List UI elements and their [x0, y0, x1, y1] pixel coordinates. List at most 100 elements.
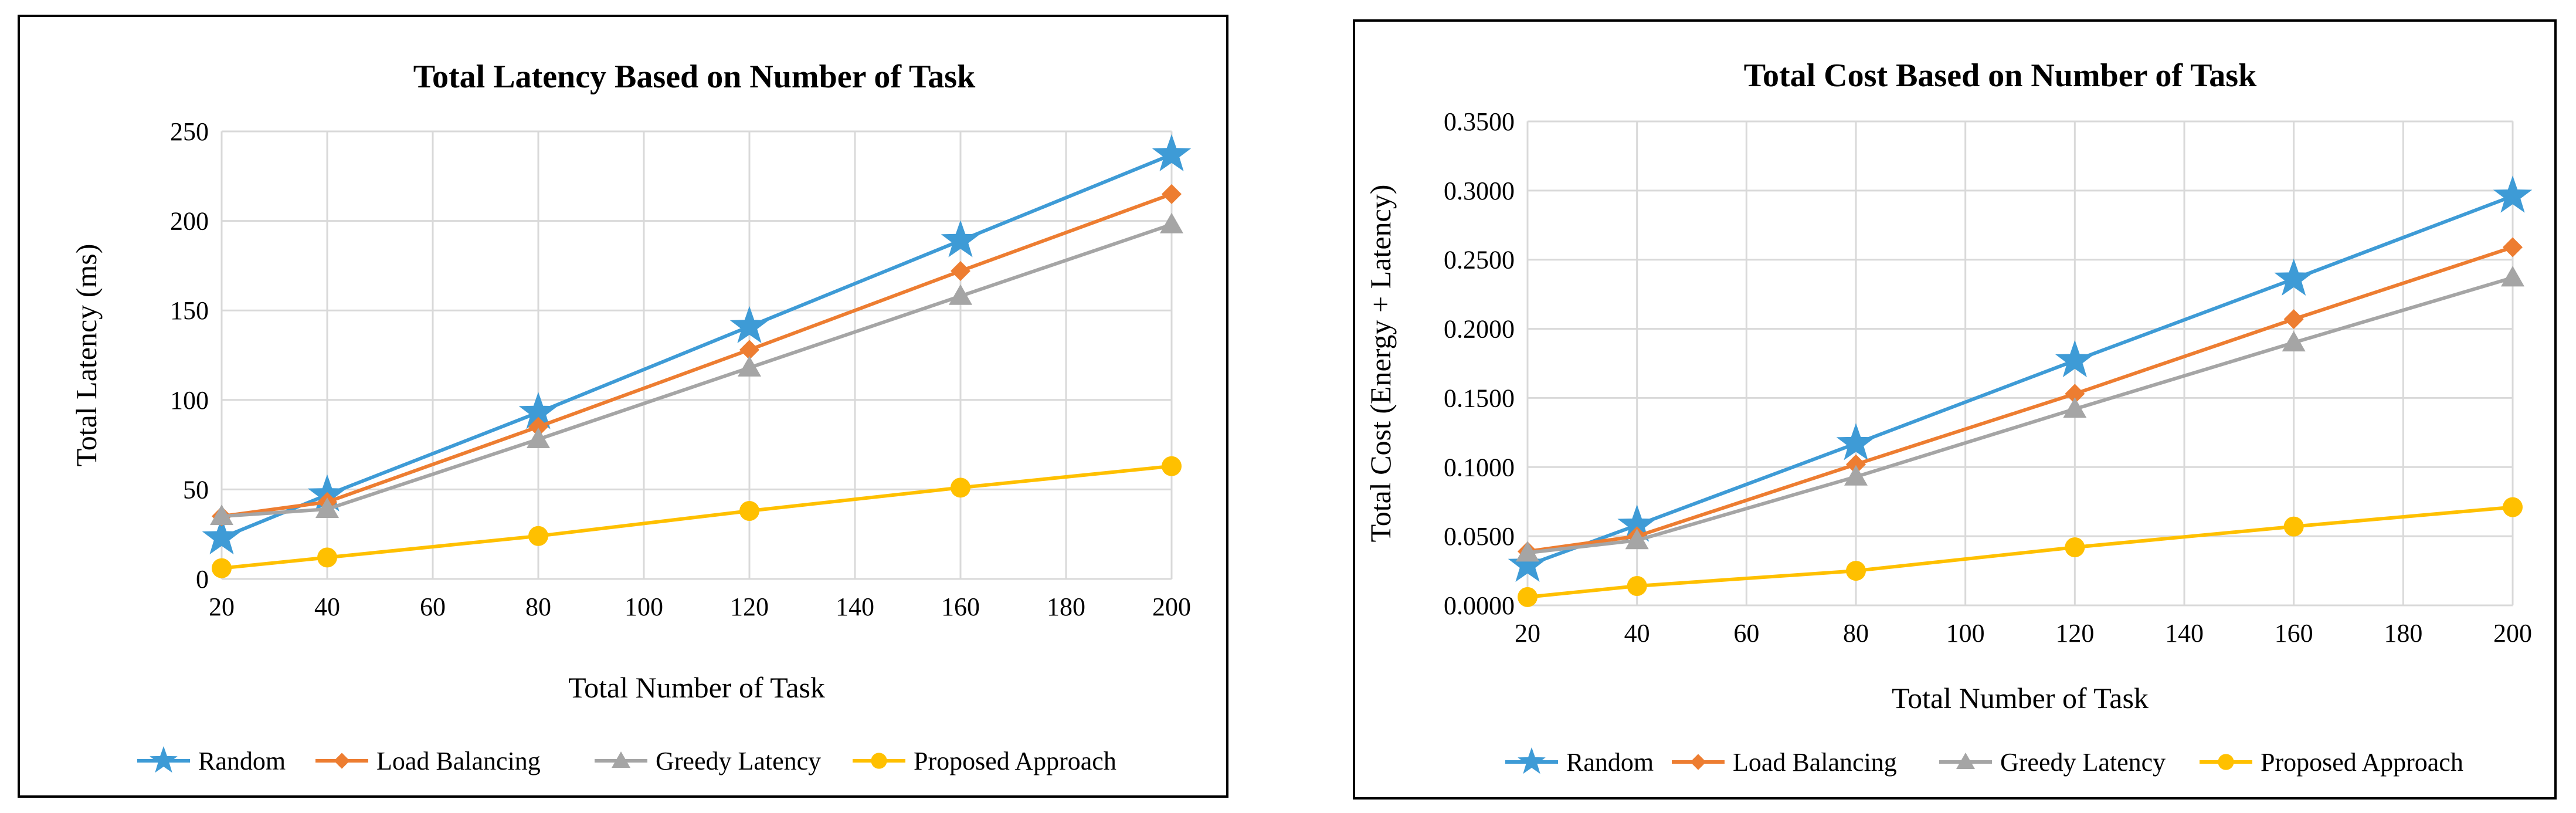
- data-point-proposed-approach: [1846, 561, 1866, 581]
- x-tick-label: 80: [525, 592, 551, 621]
- data-point-random: [1152, 134, 1192, 171]
- x-tick-label: 120: [2055, 619, 2094, 648]
- data-point-greedy-latency: [1844, 465, 1868, 486]
- data-point-random: [1508, 544, 1547, 582]
- data-point-proposed-approach: [951, 477, 970, 498]
- y-tick-label: 0.3500: [1444, 107, 1515, 136]
- legend-label: Greedy Latency: [656, 747, 821, 775]
- legend-label: Greedy Latency: [2000, 748, 2166, 777]
- x-tick-label: 120: [730, 592, 769, 621]
- data-point-load-balancing: [2065, 384, 2085, 404]
- y-axis-label: Total Cost (Energy + Latency): [1364, 185, 1397, 543]
- data-point-load-balancing: [951, 261, 970, 282]
- data-point-load-balancing: [2503, 237, 2523, 258]
- series-line-proposed-approach: [1527, 505, 2513, 599]
- x-tick-label: 100: [625, 592, 663, 621]
- data-point-random: [729, 306, 769, 343]
- chart-title: Total Latency Based on Number of Task: [413, 59, 976, 95]
- series-line-proposed-approach: [221, 464, 1172, 570]
- legend-marker: [871, 753, 887, 769]
- data-point-random: [202, 517, 242, 555]
- data-point-greedy-latency: [527, 427, 550, 448]
- data-point-greedy-latency: [1625, 529, 1649, 550]
- cost-chart: Total Cost Based on Number of Task 0.0000…: [1353, 19, 2557, 800]
- legend-label: Random: [1566, 748, 1654, 777]
- data-point-greedy-latency: [2282, 331, 2306, 352]
- legend-label: Load Balancing: [376, 747, 541, 775]
- legend-marker: [1956, 753, 1975, 769]
- x-tick-label: 160: [2275, 619, 2313, 648]
- data-point-greedy-latency: [949, 284, 972, 305]
- x-tick-label: 140: [2165, 619, 2204, 648]
- data-point-load-balancing: [2283, 309, 2304, 330]
- series-line-random: [220, 153, 1173, 540]
- data-point-greedy-latency: [2063, 397, 2087, 418]
- y-tick-label: 0: [196, 565, 209, 594]
- y-tick-label: 200: [170, 207, 209, 236]
- data-point-greedy-latency: [1160, 212, 1183, 233]
- chart-title: Total Cost Based on Number of Task: [1744, 57, 2257, 94]
- data-point-greedy-latency: [210, 504, 233, 526]
- latency-chart: Total Latency Based on Number of Task 0 50…: [18, 15, 1228, 798]
- x-tick-label: 40: [1624, 619, 1650, 648]
- data-point-random: [2274, 258, 2313, 296]
- y-tick-label: 50: [183, 475, 209, 504]
- data-point-random: [518, 392, 558, 429]
- data-point-proposed-approach: [2503, 497, 2523, 517]
- x-tick-label: 180: [2384, 619, 2422, 648]
- data-point-greedy-latency: [2501, 266, 2524, 287]
- data-point-proposed-approach: [2065, 537, 2085, 557]
- data-point-random: [941, 220, 980, 258]
- data-point-load-balancing: [739, 340, 759, 360]
- legend-label: Random: [198, 747, 286, 775]
- x-tick-label: 160: [941, 592, 980, 621]
- series-line-load-balancing: [1527, 245, 2513, 554]
- data-point-random: [1836, 423, 1876, 460]
- x-tick-label: 180: [1047, 592, 1085, 621]
- y-tick-label: 100: [170, 386, 209, 415]
- y-tick-label: 0.3000: [1444, 177, 1515, 205]
- legend-marker: [2218, 754, 2234, 770]
- y-tick-label: 0.1000: [1444, 453, 1515, 482]
- data-point-random: [2493, 175, 2533, 213]
- data-point-greedy-latency: [315, 497, 339, 518]
- x-tick-label: 80: [1843, 619, 1869, 648]
- x-tick-label: 100: [1946, 619, 1985, 648]
- series-line-random: [1526, 194, 2514, 567]
- y-axis-label: Total Latency (ms): [70, 244, 103, 467]
- data-point-proposed-approach: [739, 501, 759, 521]
- series-line-greedy-latency: [1527, 276, 2513, 555]
- legend-marker: [612, 751, 630, 768]
- data-point-proposed-approach: [2283, 516, 2304, 537]
- x-tick-label: 60: [1733, 619, 1759, 648]
- data-point-proposed-approach: [1518, 587, 1538, 607]
- legend-marker: [1518, 747, 1546, 774]
- x-tick-label: 20: [1515, 619, 1540, 648]
- data-point-proposed-approach: [212, 558, 232, 578]
- x-tick-label: 200: [2493, 619, 2532, 648]
- legend-marker: [150, 746, 178, 773]
- data-point-load-balancing: [1162, 184, 1182, 204]
- x-tick-label: 200: [1152, 592, 1191, 621]
- y-tick-label: 150: [170, 296, 209, 325]
- cost-chart-svg: Total Cost Based on Number of Task 0.0000…: [1364, 57, 2533, 777]
- data-point-proposed-approach: [317, 547, 337, 568]
- series-line-greedy-latency: [221, 222, 1172, 519]
- legend-label: Load Balancing: [1733, 748, 1897, 777]
- legend-marker: [334, 753, 350, 769]
- data-point-random: [2055, 340, 2095, 378]
- legend-label: Proposed Approach: [914, 747, 1116, 775]
- data-point-random: [1617, 504, 1657, 542]
- legend-label: Proposed Approach: [2261, 748, 2463, 777]
- data-point-proposed-approach: [528, 526, 548, 546]
- series-line-load-balancing: [221, 192, 1173, 519]
- data-point-greedy-latency: [1516, 541, 1539, 562]
- data-point-proposed-approach: [1627, 576, 1647, 596]
- y-tick-label: 0.1500: [1444, 384, 1515, 412]
- x-axis-label: Total Number of Task: [1892, 682, 2149, 714]
- x-tick-label: 140: [836, 592, 874, 621]
- data-point-load-balancing: [528, 416, 548, 437]
- latency-chart-svg: Total Latency Based on Number of Task 0 50…: [70, 59, 1192, 775]
- x-tick-label: 40: [314, 592, 340, 621]
- y-tick-label: 250: [170, 117, 209, 146]
